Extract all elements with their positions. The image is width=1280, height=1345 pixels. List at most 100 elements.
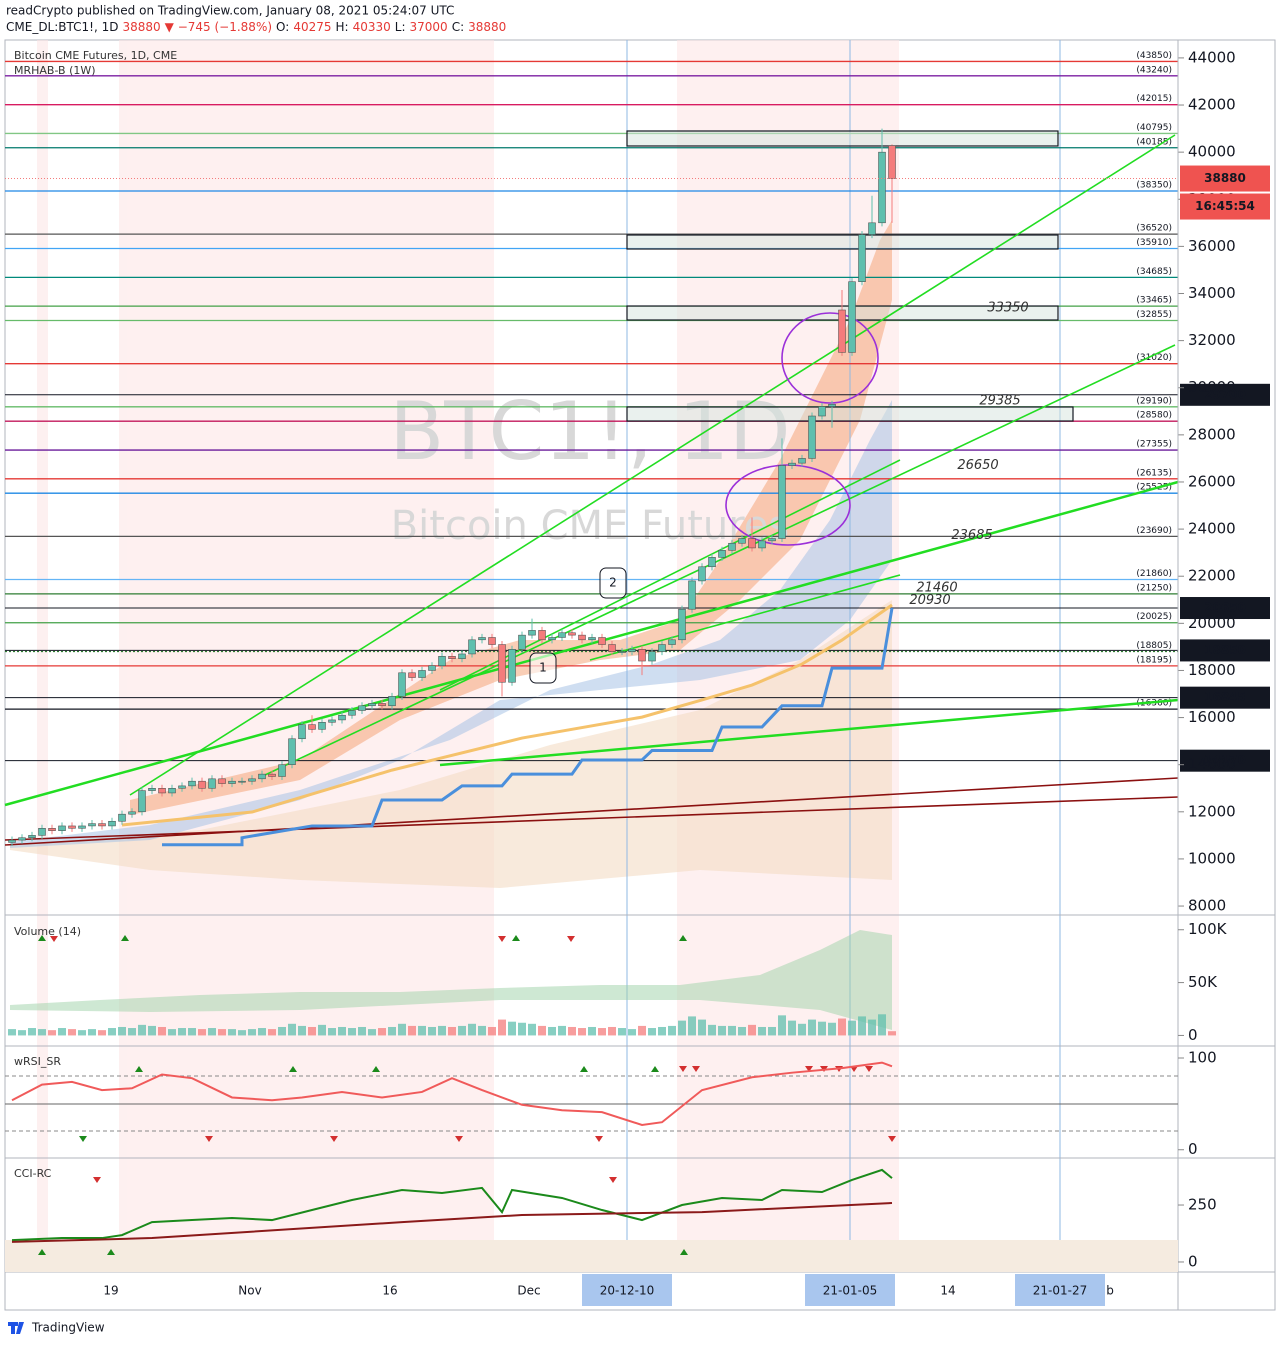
candle-body <box>798 458 806 464</box>
quote-part: 40330 <box>353 20 391 34</box>
levels: (43850) (43240) (42015) (40795) (40185) (3835… <box>5 51 1270 772</box>
candle-body <box>328 719 336 723</box>
candle-body <box>598 637 606 645</box>
time-label: 16 <box>382 1284 397 1298</box>
volume-bar <box>18 1030 26 1036</box>
candle-body <box>388 696 396 707</box>
annotation: 21460 <box>916 580 957 595</box>
candle-body <box>778 465 786 539</box>
volume-bar <box>128 1028 136 1036</box>
volume-bar <box>868 1019 876 1036</box>
candle-body <box>378 703 386 707</box>
volume-bar <box>708 1024 716 1036</box>
pane-title: Volume (14) <box>14 925 81 938</box>
main-pane: 8000 10000 12000 14000 16000 18000 20000 22000 2… <box>5 48 1270 915</box>
volume-bar <box>108 1028 116 1036</box>
candle-body <box>808 415 816 459</box>
indicator-title: MRHAB-B (1W) <box>14 64 96 77</box>
candle-body <box>448 656 456 659</box>
volume-bar <box>528 1023 536 1036</box>
quote-part: 38880 <box>122 20 160 34</box>
volume-bar <box>198 1029 206 1036</box>
candle-body <box>518 634 526 650</box>
candle-body <box>668 639 676 645</box>
quote-part: ▼ −745 (−1.88%) <box>165 20 272 34</box>
trend-line <box>4 777 1179 846</box>
candle-body <box>868 222 876 235</box>
candle-body <box>888 145 896 179</box>
time-label: 21-01-27 <box>1033 1284 1087 1298</box>
level-label: (29190) <box>1136 396 1172 406</box>
candle-body <box>858 234 866 282</box>
level-label: (40185) <box>1136 137 1172 147</box>
level-label: (28580) <box>1136 411 1172 421</box>
level-label: (26135) <box>1136 468 1172 478</box>
candle-body <box>348 710 356 716</box>
candle-body <box>58 825 66 831</box>
time-label: b <box>1106 1284 1114 1298</box>
volume-bar <box>698 1019 706 1036</box>
volume-bar <box>508 1021 516 1036</box>
candle-body <box>98 823 106 827</box>
volume-bar <box>588 1026 596 1036</box>
candle-body <box>478 637 486 641</box>
y-tick-label: 100 <box>1188 1049 1217 1067</box>
last-price-label: 38880 <box>1204 171 1246 185</box>
candle-body <box>418 670 426 678</box>
candle-body <box>828 403 836 407</box>
chart-frame <box>4 39 1276 1311</box>
time-highlight <box>582 1274 672 1306</box>
candle-body <box>258 773 266 780</box>
level-label: (34685) <box>1136 267 1172 277</box>
volume-bar <box>848 1020 856 1036</box>
volume-bar <box>718 1025 726 1036</box>
volume-bar <box>658 1026 666 1036</box>
time-label: Dec <box>517 1284 540 1298</box>
quote-part: O: <box>276 20 289 34</box>
volume-bar <box>688 1016 696 1036</box>
pane-title: wRSI_SR <box>14 1055 61 1068</box>
level-label: (38350) <box>1136 181 1172 191</box>
candle-body <box>788 462 796 466</box>
zone-box <box>626 234 1059 250</box>
candle-body <box>268 773 276 777</box>
volume-bar <box>738 1026 746 1036</box>
last-price-badge <box>1180 165 1270 192</box>
candle-body <box>728 542 736 551</box>
candle-body <box>288 738 296 765</box>
annotation: 33350 <box>987 300 1028 315</box>
volume-bar <box>288 1023 296 1036</box>
volume-bar <box>428 1026 436 1036</box>
volume-bar <box>228 1029 236 1036</box>
y-tick-label: 34000 <box>1188 284 1236 302</box>
volume-bar <box>828 1022 836 1036</box>
shade <box>37 40 48 1272</box>
candle-body <box>738 538 746 544</box>
y-tick-label: 44000 <box>1188 48 1236 66</box>
level-label: (31020) <box>1136 353 1172 363</box>
level-label: (23690) <box>1136 526 1172 536</box>
candle-body <box>118 813 126 822</box>
price-badge <box>1180 597 1270 620</box>
candle-body <box>698 566 706 582</box>
level-label: (42015) <box>1136 94 1172 104</box>
volume-bar <box>488 1026 496 1036</box>
y-tick-label: 0 <box>1188 1026 1198 1044</box>
candle-body <box>408 672 416 678</box>
marker-label: 1 <box>539 661 547 675</box>
annotation: 26650 <box>957 458 998 473</box>
arrow-down <box>79 1136 87 1142</box>
level-label: (35910) <box>1136 238 1172 248</box>
volume-bar <box>398 1023 406 1036</box>
volume-bar <box>538 1025 546 1036</box>
candle-body <box>768 538 776 542</box>
volume-bar <box>378 1028 386 1036</box>
y-tick-label: 22000 <box>1188 567 1236 585</box>
candle-body <box>278 764 286 777</box>
time-label: 19 <box>103 1284 118 1298</box>
price-badge-label: 18850 <box>1204 643 1246 657</box>
candle-body <box>68 825 76 829</box>
level-label: (32855) <box>1136 310 1172 320</box>
candle-body <box>608 644 616 652</box>
candle-body <box>188 780 196 787</box>
